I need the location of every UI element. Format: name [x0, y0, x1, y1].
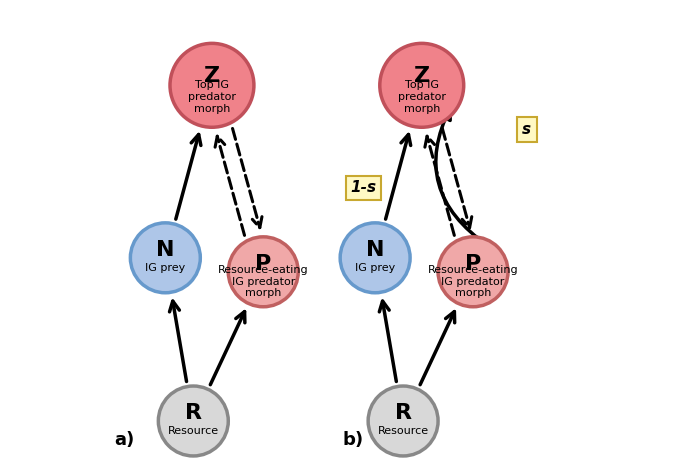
Text: P: P — [465, 254, 481, 274]
Text: N: N — [366, 240, 384, 260]
Text: Z: Z — [204, 66, 220, 86]
FancyArrowPatch shape — [379, 301, 397, 381]
Circle shape — [228, 237, 298, 307]
Text: IG prey: IG prey — [355, 263, 395, 272]
Circle shape — [368, 386, 438, 456]
Text: N: N — [156, 240, 175, 260]
Text: 1-s: 1-s — [351, 181, 377, 196]
FancyArrowPatch shape — [436, 108, 488, 246]
Text: Resource: Resource — [168, 426, 219, 436]
FancyArrowPatch shape — [215, 136, 245, 235]
Text: R: R — [185, 403, 202, 424]
Text: s: s — [522, 122, 532, 137]
FancyArrowPatch shape — [169, 301, 186, 381]
FancyArrowPatch shape — [232, 129, 262, 227]
FancyArrowPatch shape — [420, 311, 455, 385]
FancyArrowPatch shape — [210, 311, 245, 385]
Circle shape — [158, 386, 228, 456]
Circle shape — [379, 43, 464, 127]
FancyArrowPatch shape — [386, 135, 411, 219]
Text: IG prey: IG prey — [145, 263, 186, 272]
Text: P: P — [255, 254, 271, 274]
Text: Top IG
predator
morph: Top IG predator morph — [398, 81, 446, 113]
FancyArrowPatch shape — [443, 129, 472, 227]
Circle shape — [340, 223, 410, 293]
FancyArrowPatch shape — [425, 136, 454, 235]
Circle shape — [438, 237, 508, 307]
Text: Top IG
predator
morph: Top IG predator morph — [188, 81, 236, 113]
Text: Resource-eating
IG predator
morph: Resource-eating IG predator morph — [427, 265, 519, 298]
Circle shape — [130, 223, 200, 293]
Text: Resource: Resource — [377, 426, 429, 436]
Text: R: R — [395, 403, 412, 424]
FancyArrowPatch shape — [176, 135, 201, 219]
Text: a): a) — [114, 431, 134, 449]
Text: b): b) — [342, 431, 364, 449]
Text: Z: Z — [414, 66, 429, 86]
Circle shape — [170, 43, 254, 127]
Text: Resource-eating
IG predator
morph: Resource-eating IG predator morph — [218, 265, 308, 298]
